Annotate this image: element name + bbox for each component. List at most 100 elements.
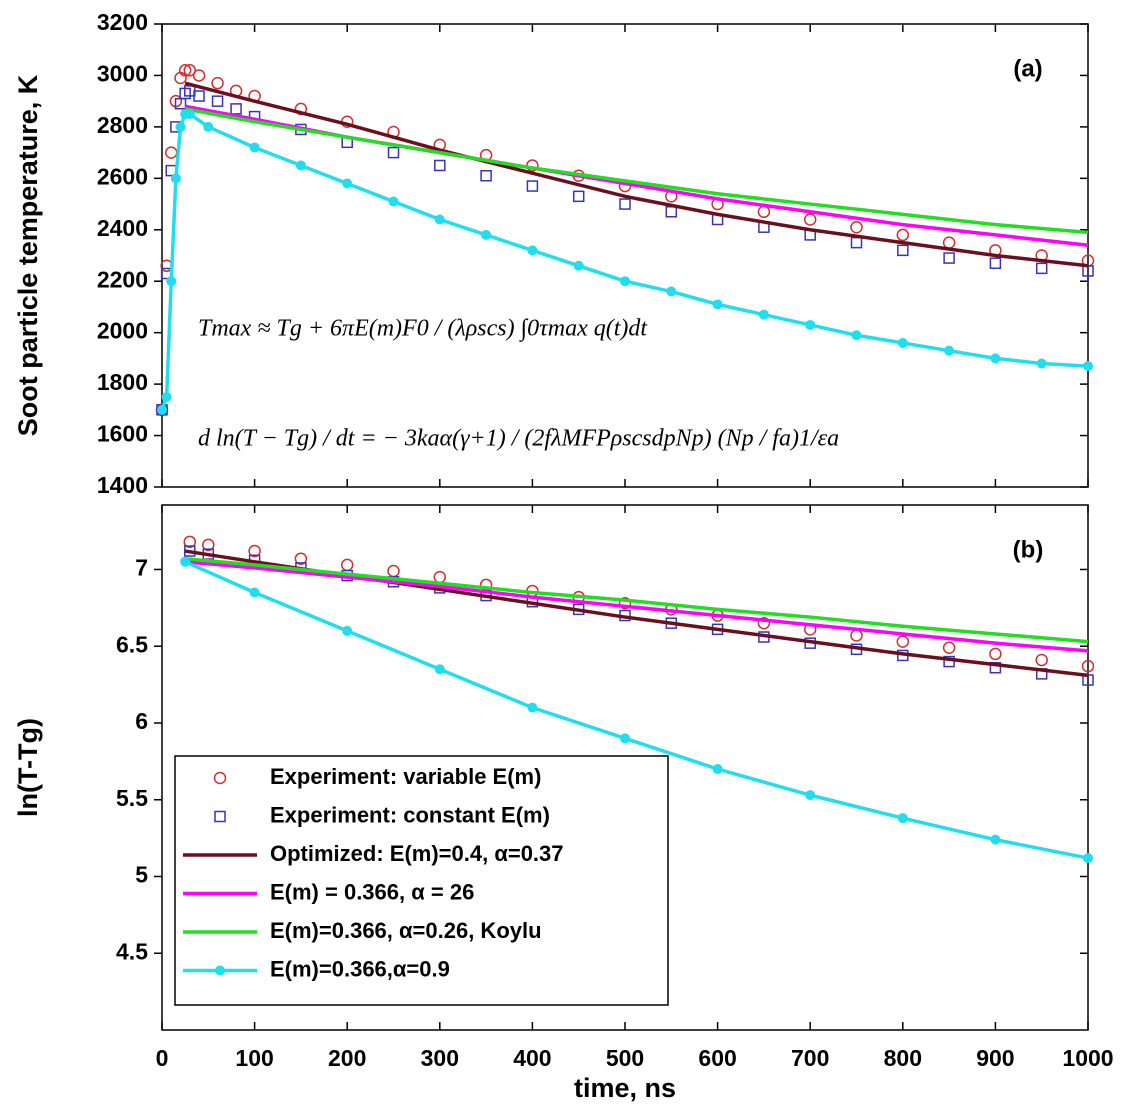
x-tick-label: 1000 [1062,1045,1113,1071]
y-tick-label: 1400 [97,472,148,498]
data-marker [1081,659,1095,673]
y-axis-label: Soot particle temperature, K [13,74,43,436]
data-marker [712,299,723,310]
data-marker [295,160,306,171]
data-marker [989,661,1002,674]
data-marker [1035,653,1048,667]
data-marker [989,647,1002,661]
data-marker [619,198,631,210]
data-marker [618,596,632,610]
data-marker [805,319,816,330]
data-marker [758,309,769,320]
data-marker [620,733,630,744]
x-tick-label: 700 [791,1045,829,1071]
data-marker [897,813,908,824]
legend-marker [213,771,227,785]
legend-box [174,755,669,1006]
y-tick-label: 4.5 [116,938,148,964]
equation: Tmax ≈ Tg + 6πE(m)F0 / (λρscs) ∫0τmax q(… [198,316,648,343]
data-marker [387,564,400,578]
data-marker [157,404,167,415]
data-marker [990,353,1001,364]
series-line [184,560,1089,653]
series-line [184,556,1089,644]
legend-label: Experiment: variable E(m) [270,764,541,789]
data-marker [666,286,677,297]
data-marker [342,178,353,189]
data-marker [211,76,224,90]
data-marker [434,159,446,172]
y-tick-label: 7 [135,555,148,581]
data-marker [1035,262,1048,275]
x-tick-label: 500 [606,1045,644,1071]
legend-label: E(m) = 0.366, α = 26 [270,879,474,904]
x-axis-label: time, ns [574,1073,676,1103]
data-marker [434,214,445,225]
data-marker [989,257,1002,269]
data-marker [165,146,178,159]
data-marker [1082,265,1094,277]
panel-label: (b) [1013,536,1044,563]
legend-marker [214,810,226,823]
series-line [184,81,1089,268]
data-marker [434,664,445,675]
x-tick-label: 400 [513,1045,551,1071]
data-marker [249,142,260,153]
data-marker [340,558,354,572]
y-tick-label: 5 [135,862,148,888]
x-tick-label: 200 [328,1045,366,1071]
plot-frame [161,23,1089,488]
data-marker [850,236,863,249]
y-tick-label: 2200 [97,266,148,292]
y-tick-label: 2800 [97,112,148,138]
x-tick-label: 100 [235,1045,273,1071]
data-marker [248,544,261,558]
series-line [184,107,1089,235]
data-marker [1036,358,1047,369]
data-marker [527,245,538,256]
data-marker [387,146,400,159]
data-marker [805,790,816,801]
x-tick-label: 300 [421,1045,459,1071]
legend-label: Optimized: E(m)=0.4, α=0.37 [270,841,564,866]
y-tick-label: 6.5 [116,631,148,657]
legend-marker [215,965,225,976]
data-marker [990,834,1001,845]
data-marker [388,196,399,207]
x-tick-label: 800 [884,1045,922,1071]
data-marker [193,90,205,102]
data-marker [850,629,863,642]
equation: d ln(T − Tg) / dt = − 3kaα(γ+1) / (2fλMF… [198,426,839,452]
data-marker [851,330,862,341]
data-marker [183,535,197,549]
data-marker [897,244,909,257]
y-tick-label: 5.5 [116,785,148,811]
data-marker [170,173,181,184]
data-marker [712,764,723,775]
data-marker [1083,853,1093,864]
data-marker [803,213,817,226]
data-marker [202,538,215,552]
y-tick-label: 6 [135,708,148,734]
data-marker [249,587,260,598]
legend-label: E(m)=0.366, α=0.26, Koylu [270,918,542,943]
data-marker [943,252,955,264]
legend-label: E(m)=0.366,α=0.9 [270,956,450,981]
data-marker [192,69,206,82]
y-tick-label: 1600 [97,421,148,447]
data-marker [294,552,308,565]
y-axis-label: ln(T-Tg) [13,718,43,817]
data-marker [896,228,910,242]
data-marker [175,121,186,132]
y-tick-label: 1800 [97,369,148,395]
series-line [160,112,1089,411]
data-marker [620,276,630,287]
panel-label: (a) [1013,55,1042,82]
data-marker [481,229,492,240]
y-tick-label: 3000 [97,61,148,87]
y-tick-label: 2000 [97,318,148,344]
data-marker [944,345,955,356]
data-marker [180,556,191,567]
data-marker [203,121,214,132]
